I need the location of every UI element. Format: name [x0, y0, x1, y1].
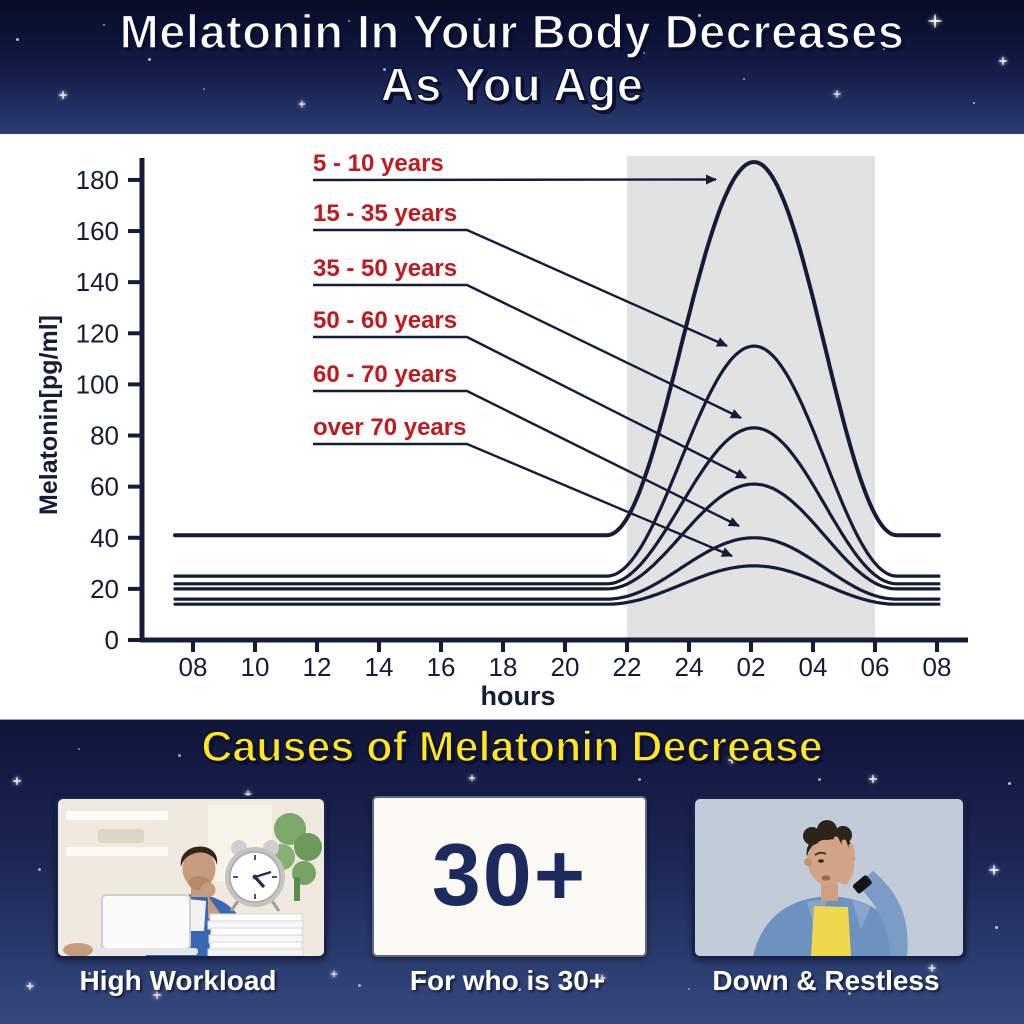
y-tick-label: 120	[76, 318, 119, 348]
legend-leader-4	[313, 389, 740, 528]
y-tick-label: 100	[76, 369, 119, 399]
white-tshirt	[188, 899, 206, 931]
y-tick-label: 140	[76, 267, 119, 297]
legend-label-3: 50 - 60 years	[313, 307, 457, 334]
jacket-collar-right	[852, 900, 871, 929]
minute-hand	[254, 870, 272, 879]
hand-on-desk	[63, 943, 93, 956]
legend-label-1: 15 - 35 years	[313, 200, 457, 227]
shelf-books	[98, 829, 144, 843]
eyebrow	[814, 851, 827, 856]
caption-high-workload: High Workload	[79, 965, 277, 996]
star-dot-icon	[995, 926, 998, 929]
sparkle-star-icon	[330, 970, 337, 977]
x-tick-label: 06	[861, 652, 890, 682]
legend-leader-0	[312, 174, 717, 185]
laptop-screen	[101, 894, 191, 950]
shelf	[66, 811, 168, 820]
dark-hair	[180, 846, 218, 867]
caption-for-who-30plus: For who is 30+	[409, 965, 606, 996]
x-tick-label: 22	[613, 652, 642, 682]
star-dot-icon	[38, 868, 41, 871]
workload-photo-illustration	[58, 799, 324, 956]
x-tick-label: 08	[923, 652, 952, 682]
sparkle-star-icon	[868, 774, 877, 783]
series-curve-2	[173, 426, 941, 586]
x-tick-label: 12	[303, 652, 332, 682]
y-tick-label: 40	[90, 523, 119, 553]
chart-section: 0 20 40 60 80 100 120 140 160 180 08 10 12 14 16 18 20 22…	[0, 134, 1024, 719]
alarm-clock-icon	[225, 840, 285, 912]
x-tick-label: 24	[675, 652, 704, 682]
legend-leader-1	[313, 228, 728, 348]
series-curve-1	[173, 344, 941, 578]
legend-leader-3	[313, 335, 747, 480]
x-tick-label: 04	[799, 652, 828, 682]
series-curve-5	[173, 564, 941, 606]
eye	[818, 859, 824, 863]
sparkle-star-icon	[26, 982, 34, 990]
x-tick-label: 16	[427, 652, 456, 682]
x-tick-label: 18	[489, 652, 518, 682]
star-dot-icon	[358, 984, 361, 987]
legend-label-2: 35 - 50 years	[313, 255, 457, 282]
panel-high-workload	[55, 796, 327, 959]
footer-section: Causes of Melatonin Decrease	[0, 719, 1024, 1024]
star-dot-icon	[818, 778, 821, 781]
x-tick-label: 10	[241, 652, 270, 682]
legend-leader-5	[313, 442, 733, 558]
series-curve-3	[173, 482, 941, 591]
legend-label-5: over 70 years	[313, 414, 466, 441]
caption-down-restless: Down & Restless	[712, 965, 940, 996]
black-watch	[852, 875, 872, 894]
sparkle-star-icon	[988, 864, 999, 875]
ear	[804, 858, 812, 866]
panel-30plus: 30+	[372, 796, 647, 957]
fingers	[833, 836, 856, 862]
tired-man-photo-illustration	[695, 799, 963, 956]
star-dot-icon	[638, 778, 641, 781]
page-title-line2: As You Age	[380, 57, 644, 112]
shelf	[66, 847, 168, 856]
panel-down-restless	[692, 796, 966, 959]
header-section: Melatonin In Your Body Decreases As You …	[0, 0, 1024, 134]
y-axis-title: Melatonin[pg/ml]	[35, 315, 63, 515]
legend-label-0: 5 - 10 years	[313, 150, 444, 177]
yellow-tshirt	[811, 906, 851, 956]
star-dot-icon	[1008, 782, 1011, 785]
legend-leader-2	[313, 283, 742, 420]
laptop-base	[94, 948, 198, 955]
page-title: Melatonin In Your Body Decreases As You …	[0, 4, 1024, 112]
x-axis-title: hours	[480, 681, 555, 711]
y-tick-label: 0	[105, 625, 119, 655]
fist-under-chin	[200, 882, 216, 898]
neck	[821, 884, 838, 901]
sparkle-star-icon	[12, 776, 21, 785]
sparkle-star-icon	[468, 774, 475, 781]
y-tick-label: 160	[76, 216, 119, 246]
y-tick-label: 20	[90, 574, 119, 604]
x-tick-label: 02	[737, 652, 766, 682]
x-tick-label: 08	[179, 652, 208, 682]
raised-denim-sleeve	[857, 871, 908, 956]
x-tick-label: 14	[365, 652, 394, 682]
plant	[269, 813, 322, 901]
page-title-line1: Melatonin In Your Body Decreases	[119, 4, 905, 59]
paper-stack	[207, 913, 304, 956]
causes-title: Causes of Melatonin Decrease	[201, 722, 824, 772]
y-tick-label: 60	[90, 472, 119, 502]
series-curve-4	[173, 536, 941, 601]
y-tick-label: 180	[76, 165, 119, 195]
mouth	[821, 875, 831, 881]
legend-label-4: 60 - 70 years	[313, 361, 457, 388]
y-tick-label: 80	[90, 421, 119, 451]
series-curve-0	[173, 160, 941, 538]
star-dot-icon	[688, 988, 690, 990]
x-tick-label: 20	[551, 652, 580, 682]
forearm	[208, 896, 220, 919]
thirty-plus-text: 30+	[431, 825, 588, 924]
